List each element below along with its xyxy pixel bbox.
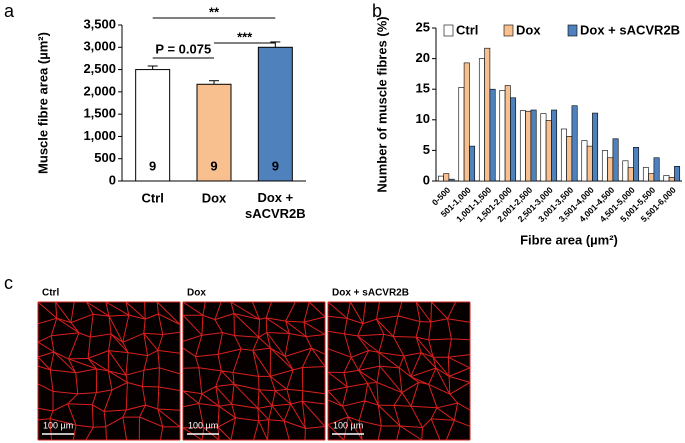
bar bbox=[463, 62, 470, 182]
y-tick-label: 1,000 bbox=[83, 128, 116, 143]
n-label: 9 bbox=[149, 158, 156, 173]
bar bbox=[627, 167, 634, 182]
bar bbox=[504, 85, 511, 182]
y-tick-label: 1,500 bbox=[83, 106, 116, 121]
y-tick-label: 2,000 bbox=[83, 83, 116, 98]
x-tick-label: Dox + sACVR2B bbox=[245, 190, 306, 221]
y-tick-label: 2,500 bbox=[83, 61, 116, 76]
x-tick-label-line: Dox + bbox=[257, 190, 293, 205]
bar bbox=[601, 150, 608, 182]
image-label: Ctrl bbox=[42, 288, 59, 299]
legend-label: Ctrl bbox=[456, 22, 478, 37]
bar bbox=[663, 175, 670, 182]
y-tick-label: 500 bbox=[94, 150, 116, 165]
y-axis-label: Number of muscle fibres (%) bbox=[374, 16, 389, 192]
bar bbox=[586, 145, 593, 182]
cell-borders bbox=[327, 301, 471, 441]
bar bbox=[519, 110, 526, 182]
bar bbox=[653, 157, 660, 182]
y-tick-label: 0 bbox=[109, 172, 116, 187]
n-label: 9 bbox=[272, 158, 279, 173]
bar bbox=[458, 87, 465, 182]
bar bbox=[499, 90, 506, 182]
bar bbox=[642, 167, 649, 182]
annotation: P = 0.075 bbox=[155, 41, 211, 56]
bar bbox=[592, 112, 599, 182]
panel-label: b bbox=[372, 1, 382, 21]
cell-borders bbox=[182, 301, 326, 441]
bar bbox=[437, 175, 444, 182]
y-tick-label: 3,500 bbox=[83, 16, 116, 31]
y-tick-label: 5 bbox=[423, 142, 430, 157]
bar bbox=[551, 109, 558, 182]
cell-borders bbox=[37, 301, 181, 441]
bar bbox=[668, 177, 675, 182]
x-tick-label-line: sACVR2B bbox=[245, 206, 306, 221]
bar bbox=[540, 113, 547, 182]
y-tick-label: 0 bbox=[423, 172, 430, 187]
n-label: 9 bbox=[210, 158, 217, 173]
bar bbox=[674, 166, 681, 182]
scale-bar-label: 100 µm bbox=[188, 420, 218, 430]
panel-label: a bbox=[4, 1, 15, 21]
bar bbox=[510, 97, 517, 182]
legend-swatch bbox=[443, 24, 454, 37]
bar bbox=[560, 128, 567, 182]
bar bbox=[612, 138, 619, 182]
bar bbox=[443, 173, 450, 182]
bar bbox=[571, 105, 578, 182]
bar bbox=[545, 120, 552, 182]
bar bbox=[633, 147, 640, 182]
legend-swatch bbox=[503, 24, 514, 37]
image-label: Dox + sACVR2B bbox=[332, 288, 409, 299]
bar bbox=[581, 140, 588, 182]
legend-label: Dox + sACVR2B bbox=[580, 22, 680, 37]
bar bbox=[135, 69, 171, 182]
bar bbox=[607, 157, 614, 182]
x-axis-label: Fibre area (µm²) bbox=[520, 232, 618, 247]
bar bbox=[469, 145, 476, 182]
x-tick-label: Dox bbox=[202, 190, 227, 205]
bar bbox=[196, 83, 232, 182]
y-tick-label: 3,000 bbox=[83, 39, 116, 54]
bar bbox=[530, 109, 537, 182]
y-tick-label: 25 bbox=[416, 19, 430, 34]
bar bbox=[622, 160, 629, 182]
annotation: ** bbox=[209, 4, 220, 19]
x-tick-label: Ctrl bbox=[141, 190, 163, 205]
scale-bar-label: 100 µm bbox=[333, 420, 363, 430]
bar bbox=[484, 47, 491, 182]
bar bbox=[448, 178, 455, 182]
micrograph bbox=[183, 302, 325, 440]
bar bbox=[489, 88, 496, 182]
legend-swatch bbox=[567, 24, 578, 37]
panel-label: c bbox=[4, 273, 13, 293]
bar bbox=[566, 136, 573, 182]
y-tick-label: 20 bbox=[416, 50, 430, 65]
bar bbox=[648, 173, 655, 182]
annotation: *** bbox=[237, 29, 253, 44]
y-tick-label: 10 bbox=[416, 111, 430, 126]
legend-label: Dox bbox=[516, 22, 541, 37]
image-label: Dox bbox=[187, 288, 206, 299]
scale-bar-label: 100 µm bbox=[43, 420, 73, 430]
y-tick-label: 15 bbox=[416, 81, 430, 96]
bar bbox=[257, 46, 293, 182]
bar bbox=[525, 110, 532, 182]
y-axis-label: Muscle fibre area (µm²) bbox=[35, 32, 50, 174]
bar bbox=[478, 58, 485, 182]
